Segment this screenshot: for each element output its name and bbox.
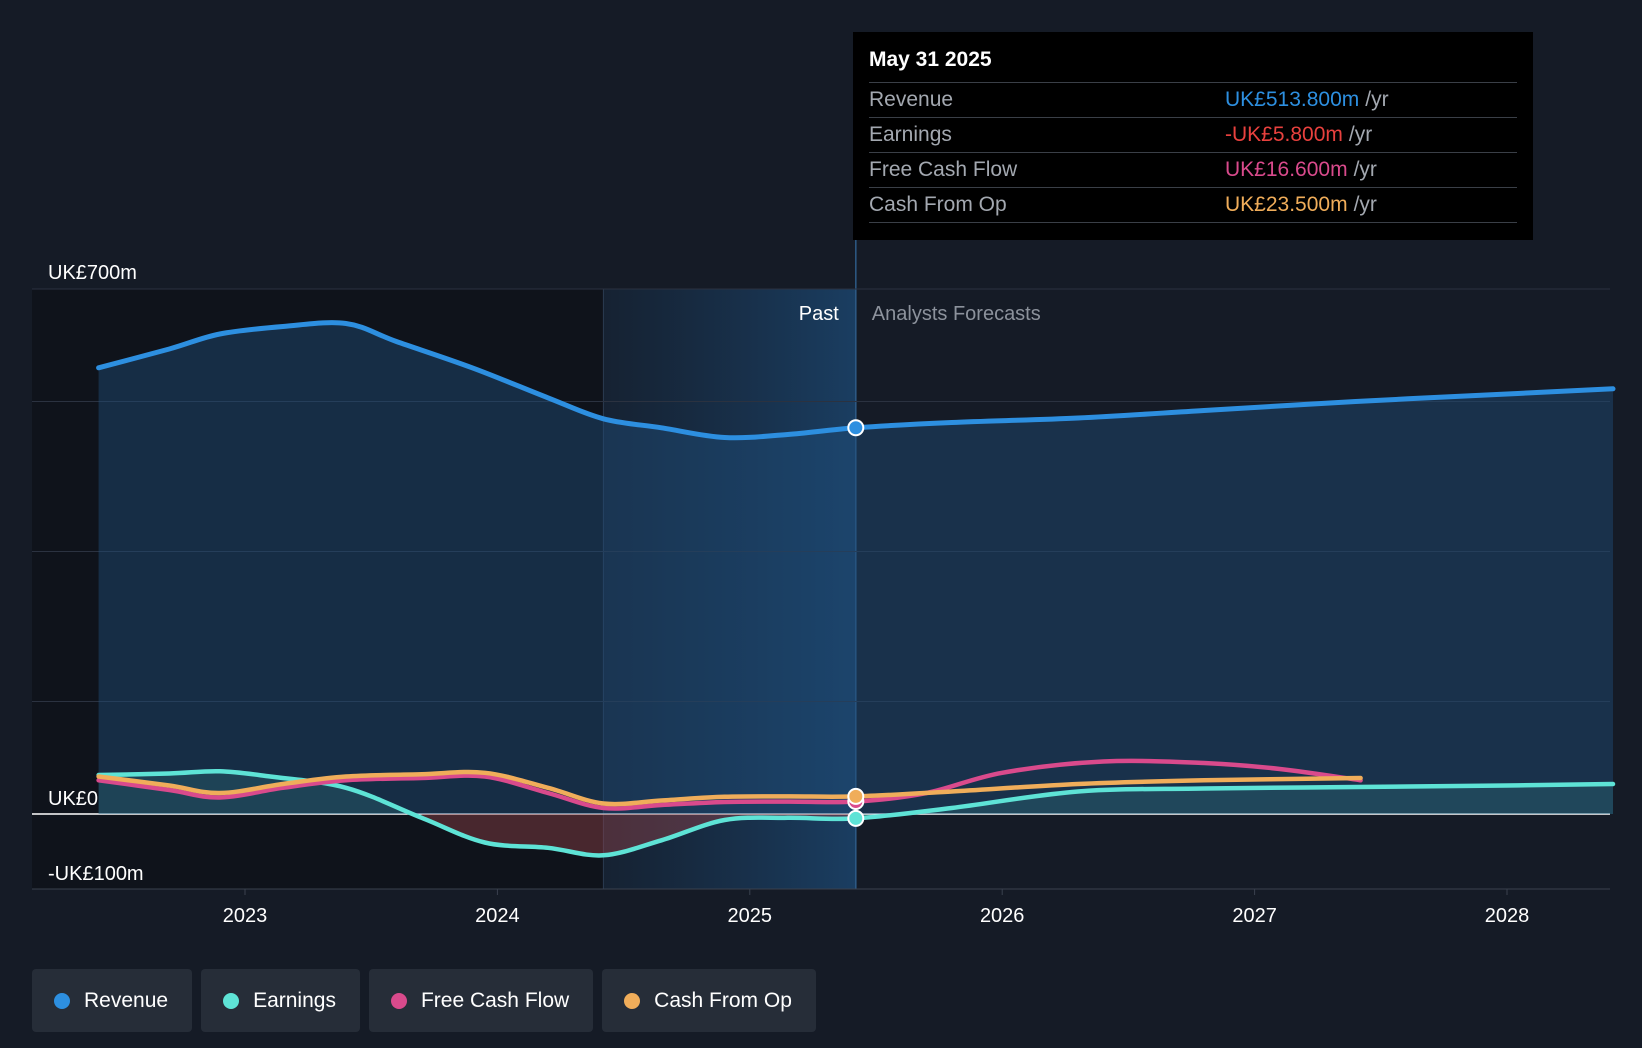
legend-label: Cash From Op bbox=[654, 988, 792, 1012]
legend-dot-icon bbox=[624, 992, 641, 1009]
tooltip-value: UK£513.800m bbox=[1225, 88, 1360, 111]
legend-dot-icon bbox=[390, 992, 407, 1009]
tooltip-label: Cash From Op bbox=[869, 193, 1007, 216]
cash-from-op-line bbox=[96, 769, 1363, 807]
x-tick-label: 2025 bbox=[728, 905, 773, 927]
tooltip-value: -UK£5.800m bbox=[1225, 123, 1343, 146]
free-cash-flow-line bbox=[96, 758, 1363, 811]
tooltip-unit: /yr bbox=[1353, 193, 1377, 216]
tooltip-label: Earnings bbox=[869, 123, 952, 146]
earnings-area bbox=[98, 771, 1614, 856]
x-tick-label: 2026 bbox=[980, 905, 1025, 927]
y-axis-label: UK£0 bbox=[48, 788, 98, 810]
earnings-point bbox=[847, 809, 865, 827]
tooltip-row-free-cash-flow: Free Cash Flow UK£16.600m /yr bbox=[869, 153, 1517, 188]
tooltip-row-earnings: Earnings -UK£5.800m /yr bbox=[869, 118, 1517, 153]
pre-past-region bbox=[32, 289, 604, 889]
x-tick-label: 2028 bbox=[1485, 905, 1530, 927]
legend-dot-icon bbox=[54, 992, 70, 1009]
tooltip-value: UK£16.600m bbox=[1225, 158, 1348, 181]
tooltip-unit: /yr bbox=[1353, 158, 1377, 181]
tooltip-date: May 31 2025 bbox=[869, 46, 1517, 83]
tooltip-value: UK£23.500m bbox=[1225, 193, 1348, 216]
x-tick-label: 2024 bbox=[475, 905, 520, 927]
earnings-line bbox=[96, 768, 1616, 858]
legend-dot-icon bbox=[223, 992, 240, 1009]
legend-item-cash-from-op[interactable]: Cash From Op bbox=[602, 969, 816, 1032]
legend-item-free-cash-flow[interactable]: Free Cash Flow bbox=[368, 969, 594, 1032]
tooltip-label: Free Cash Flow bbox=[869, 158, 1018, 181]
x-tick-label: 2023 bbox=[223, 905, 268, 927]
x-tick-label: 2027 bbox=[1232, 905, 1277, 927]
legend-item-earnings[interactable]: Earnings bbox=[201, 969, 360, 1032]
legend: Revenue Earnings Free Cash Flow Cash Fro… bbox=[32, 969, 816, 1032]
revenue-point bbox=[847, 419, 865, 437]
tooltip-unit: /yr bbox=[1348, 123, 1373, 146]
tooltip-row-revenue: Revenue UK£513.800m /yr bbox=[869, 83, 1517, 118]
y-axis-label: -UK£100m bbox=[48, 863, 144, 885]
revenue-area bbox=[98, 322, 1614, 814]
y-axis-label: UK£700m bbox=[48, 262, 137, 284]
tooltip-label: Revenue bbox=[869, 88, 954, 111]
forecast-label: Analysts Forecasts bbox=[872, 303, 1041, 325]
legend-label: Earnings bbox=[253, 988, 336, 1012]
tooltip: May 31 2025 Revenue UK£513.800m /yr Earn… bbox=[853, 32, 1533, 240]
legend-label: Revenue bbox=[84, 988, 169, 1012]
cash-from-op-point bbox=[847, 787, 865, 805]
past-region bbox=[603, 289, 856, 889]
tooltip-row-cash-from-op: Cash From Op UK£23.500m /yr bbox=[869, 188, 1517, 223]
past-label: Past bbox=[799, 303, 839, 325]
revenue-line bbox=[96, 320, 1616, 441]
legend-label: Free Cash Flow bbox=[420, 988, 570, 1012]
tooltip-unit: /yr bbox=[1365, 88, 1389, 111]
legend-item-revenue[interactable]: Revenue bbox=[32, 969, 193, 1032]
